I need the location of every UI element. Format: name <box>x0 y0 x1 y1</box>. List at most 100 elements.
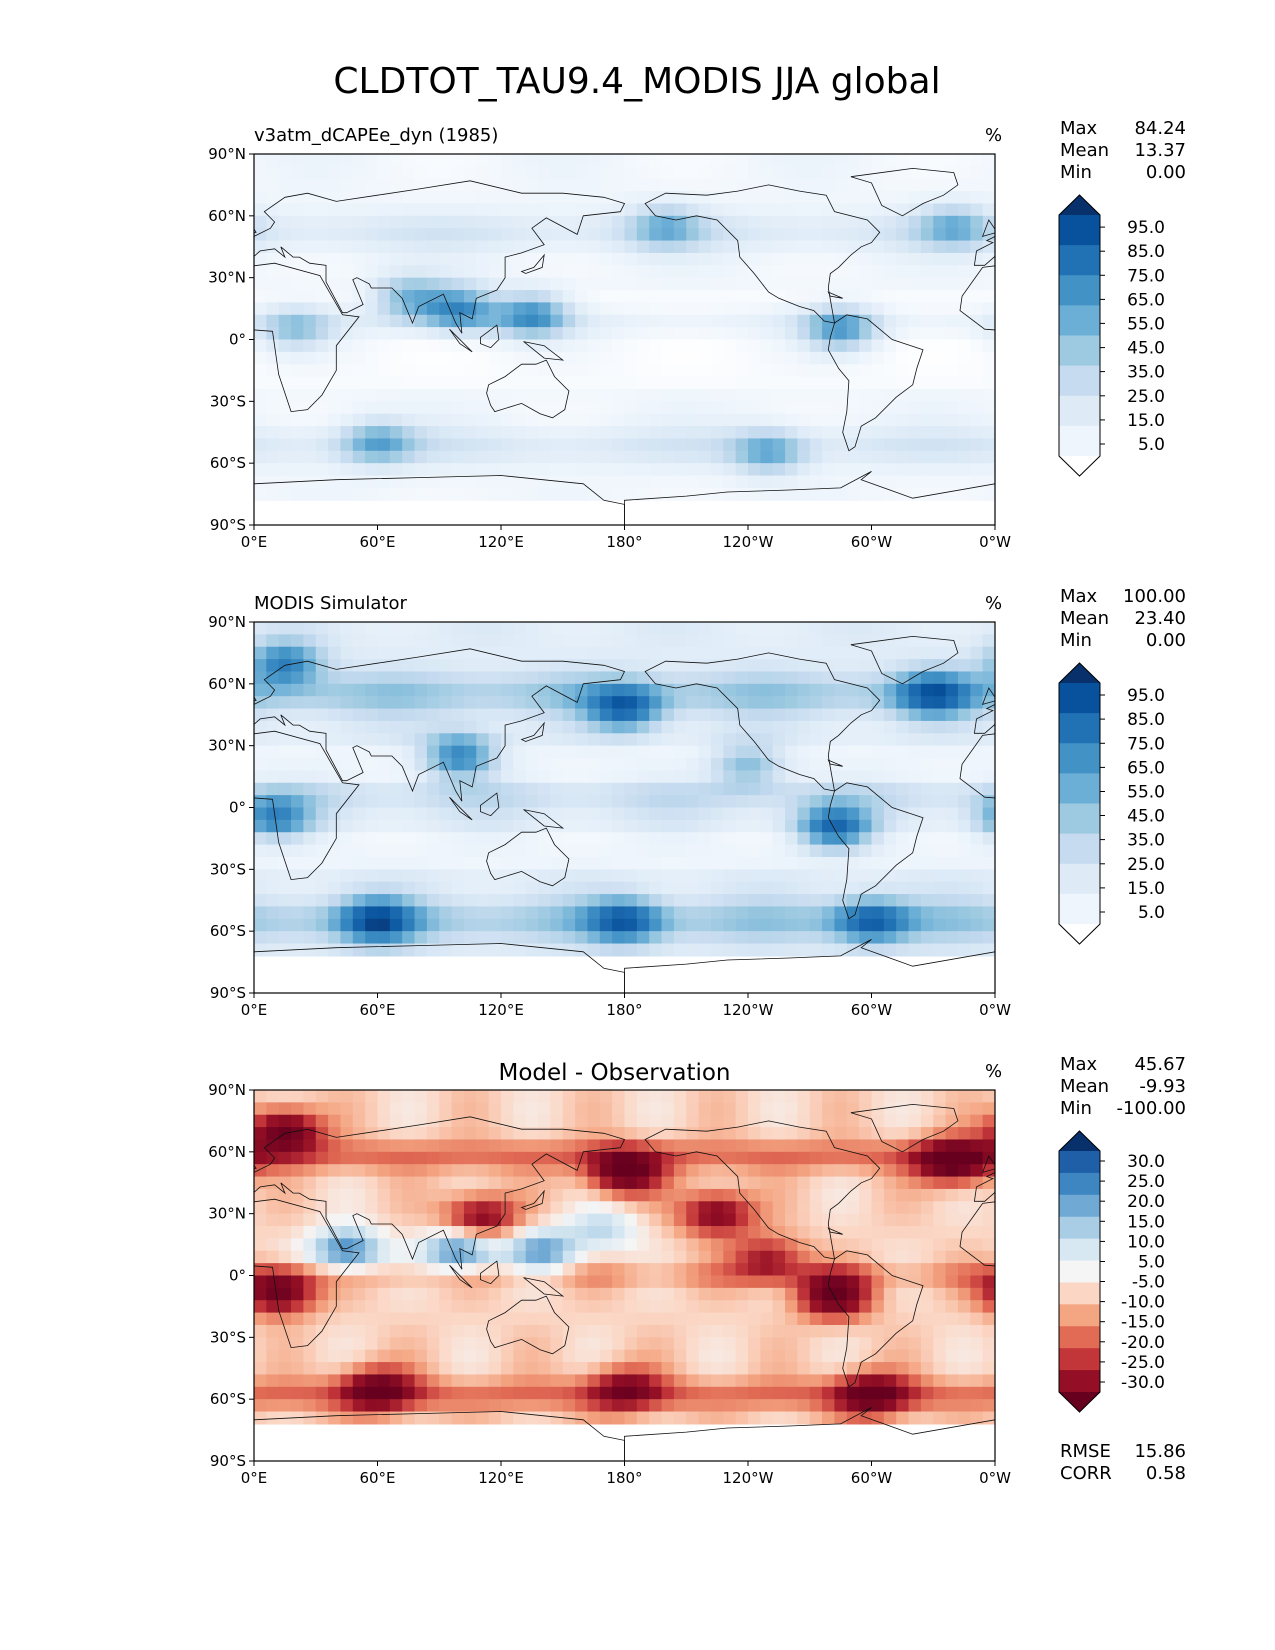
field-cell <box>303 228 317 242</box>
field-cell <box>772 683 786 697</box>
field-cell <box>439 1139 453 1153</box>
field-cell <box>686 487 700 501</box>
field-cell <box>809 819 823 833</box>
field-cell <box>266 215 280 229</box>
field-cell <box>686 1275 700 1289</box>
field-cell <box>809 487 823 501</box>
field-cell <box>698 634 712 648</box>
field-cell <box>661 450 675 464</box>
field-cell <box>834 401 848 415</box>
field-cell <box>599 671 613 685</box>
field-cell <box>476 869 490 883</box>
field-cell <box>587 807 601 821</box>
field-cell <box>673 1102 687 1116</box>
field-cell <box>785 1188 798 1202</box>
field-cell <box>426 450 440 464</box>
field-cell <box>772 733 786 747</box>
field-cell <box>340 1164 354 1178</box>
field-cell <box>772 758 786 771</box>
field-cell <box>735 1349 749 1363</box>
field-cell <box>365 1151 379 1165</box>
field-cell <box>624 844 638 858</box>
field-cell <box>624 782 638 796</box>
field-cell <box>352 622 366 635</box>
field-cell <box>871 1312 885 1326</box>
field-cell <box>871 487 885 501</box>
field-cell <box>957 178 971 192</box>
field-cell <box>661 795 675 809</box>
field-cell <box>599 1386 613 1400</box>
field-cell <box>723 1127 737 1141</box>
field-cell <box>933 388 947 402</box>
field-cell <box>970 1287 984 1301</box>
field-cell <box>550 203 564 217</box>
field-cell <box>562 1324 576 1338</box>
field-cell <box>624 450 638 464</box>
field-cell <box>908 819 922 833</box>
field-cell <box>254 1337 267 1351</box>
field-cell <box>785 720 798 734</box>
field-cell <box>278 327 292 341</box>
field-cell <box>365 426 379 440</box>
field-cell <box>389 943 403 957</box>
field-cell <box>612 1287 626 1301</box>
field-cell <box>883 906 897 920</box>
field-cell <box>908 339 922 353</box>
field-cell <box>266 463 280 477</box>
field-cell <box>254 770 267 784</box>
field-cell <box>908 1238 922 1252</box>
coastline <box>110 168 217 215</box>
field-cell <box>315 166 329 180</box>
field-cell <box>315 450 329 464</box>
field-cell <box>414 450 428 464</box>
field-cell <box>896 302 910 316</box>
field-cell <box>649 758 663 771</box>
field-cell <box>352 1176 366 1190</box>
field-cell <box>599 1102 613 1116</box>
field-cell <box>315 1114 329 1128</box>
field-cell <box>501 376 514 390</box>
field-cell <box>254 918 267 932</box>
field-cell <box>451 351 465 365</box>
field-cell <box>649 1164 663 1178</box>
field-cell <box>636 327 650 341</box>
field-cell <box>451 844 465 858</box>
field-cell <box>945 1201 959 1215</box>
field-cell <box>525 1226 539 1239</box>
field-cell <box>340 634 354 648</box>
field-cell <box>315 931 329 945</box>
field-cell <box>735 1287 749 1301</box>
field-cell <box>377 203 391 217</box>
field-cell <box>920 1188 934 1202</box>
field-cell <box>673 1139 687 1153</box>
field-cell <box>414 1386 428 1400</box>
field-cell <box>834 634 848 648</box>
field-cell <box>723 696 737 710</box>
field-cell <box>599 314 613 328</box>
field-cell <box>883 178 897 192</box>
field-cell <box>488 1300 502 1314</box>
field-cell <box>624 178 638 192</box>
field-cell <box>365 1287 379 1301</box>
field-cell <box>871 844 885 858</box>
field-cell <box>575 807 589 821</box>
field-cell <box>957 1188 971 1202</box>
field-cell <box>303 1275 317 1289</box>
colorbar-segment <box>1059 425 1100 457</box>
field-cell <box>933 191 947 205</box>
field-cell <box>649 1102 663 1116</box>
field-cell <box>785 154 798 167</box>
field-cell <box>871 1374 885 1388</box>
field-cell <box>760 1312 774 1326</box>
field-cell <box>278 733 292 747</box>
field-cell <box>451 770 465 784</box>
field-cell <box>451 671 465 685</box>
field-cell <box>748 832 761 846</box>
field-cell <box>822 1337 836 1351</box>
field-cell <box>575 1127 589 1141</box>
field-cell <box>439 758 453 771</box>
field-cell <box>587 240 601 254</box>
field-cell <box>352 290 366 303</box>
field-cell <box>389 314 403 328</box>
field-cell <box>871 178 885 192</box>
